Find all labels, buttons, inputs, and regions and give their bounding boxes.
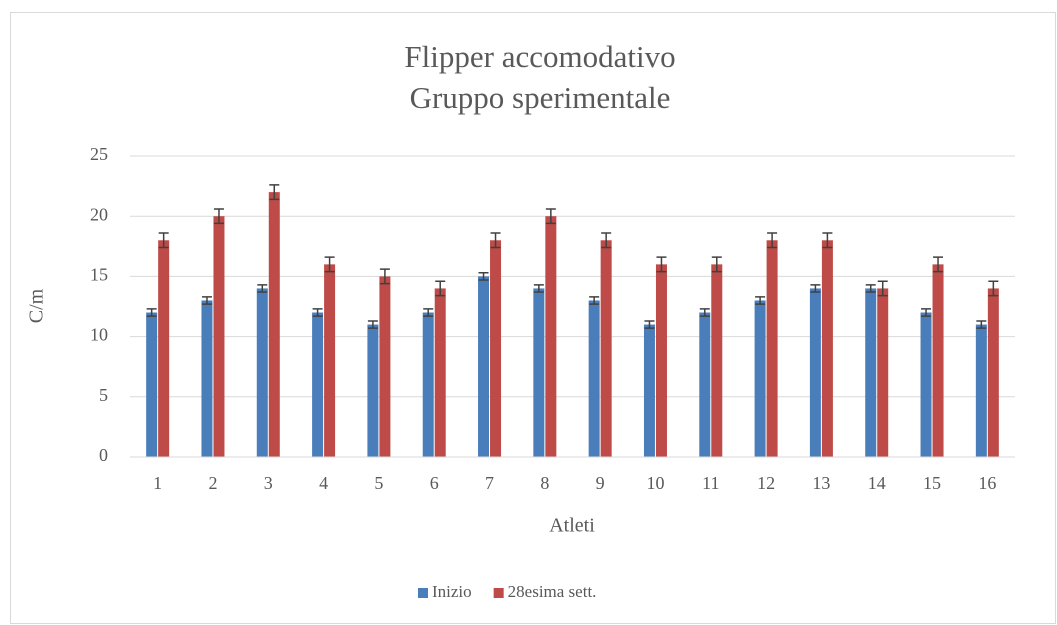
y-tick-label: 5: [99, 385, 108, 405]
error-bar: [699, 308, 710, 317]
y-tick-label: 0: [99, 445, 108, 465]
chart-title: Gruppo sperimentale: [410, 80, 671, 115]
bar: [600, 240, 612, 457]
error-bar: [533, 284, 544, 293]
bar: [434, 288, 446, 457]
bar: [213, 216, 225, 457]
bar: [324, 264, 336, 457]
x-tick-label: 4: [319, 473, 328, 493]
error-bar: [589, 296, 600, 305]
error-bar: [312, 308, 323, 317]
x-tick-label: 14: [868, 473, 886, 493]
bar: [158, 240, 170, 457]
bar: [975, 324, 987, 457]
x-tick-label: 16: [978, 473, 996, 493]
error-bar: [822, 232, 833, 249]
error-bar: [435, 280, 446, 297]
x-tick-label: 12: [757, 473, 775, 493]
bar: [987, 288, 999, 457]
error-bar: [976, 320, 987, 329]
x-tick-label: 2: [208, 473, 217, 493]
bar: [146, 312, 158, 457]
y-tick-label: 10: [90, 325, 108, 345]
error-bar: [921, 308, 932, 317]
error-bar: [933, 256, 944, 273]
x-tick-label: 7: [485, 473, 494, 493]
bar: [379, 276, 391, 457]
error-bar: [711, 256, 722, 273]
error-bar: [644, 320, 655, 329]
y-tick-label: 25: [90, 144, 108, 164]
error-bar: [367, 320, 378, 329]
bar: [766, 240, 778, 457]
error-bar: [324, 256, 335, 273]
error-bar: [490, 232, 501, 249]
bar: [422, 312, 434, 457]
bar: [821, 240, 833, 457]
legend-swatch: [493, 588, 504, 598]
bar: [312, 312, 324, 457]
bar: [478, 276, 490, 457]
legend-swatch: [418, 588, 428, 598]
x-tick-label: 6: [430, 473, 439, 493]
bar: [809, 288, 821, 457]
bar: [588, 300, 600, 457]
error-bar: [656, 256, 667, 273]
bar: [711, 264, 723, 457]
y-axis-title: C/m: [26, 288, 48, 323]
bar: [490, 240, 502, 457]
error-bar: [865, 284, 876, 293]
bar: [545, 216, 557, 457]
bar: [256, 288, 268, 457]
legend-label: 28esima sett.: [508, 582, 597, 601]
error-bar: [478, 272, 489, 281]
bar: [367, 324, 379, 457]
chart-title: Flipper accomodativo: [404, 39, 675, 74]
bar: [643, 324, 655, 457]
bar: [533, 288, 545, 457]
x-tick-label: 3: [264, 473, 273, 493]
x-axis-title: Atleti: [549, 515, 595, 537]
error-bar: [146, 308, 157, 317]
error-bar: [423, 308, 434, 317]
error-bar: [158, 232, 169, 249]
bar: [865, 288, 877, 457]
bar: [754, 300, 766, 457]
error-bar: [213, 208, 224, 225]
x-tick-label: 10: [646, 473, 664, 493]
bar: [201, 300, 213, 457]
bar: [699, 312, 711, 457]
bar: [655, 264, 667, 457]
error-bar: [601, 232, 612, 249]
error-bar: [379, 268, 390, 285]
y-tick-label: 20: [90, 204, 108, 224]
error-bar: [767, 232, 778, 249]
x-tick-label: 5: [374, 473, 383, 493]
bar: [877, 288, 889, 457]
bar: [932, 264, 944, 457]
x-tick-label: 9: [596, 473, 605, 493]
bar: [920, 312, 932, 457]
x-tick-label: 8: [540, 473, 549, 493]
x-tick-label: 1: [153, 473, 162, 493]
bar: [268, 192, 280, 457]
error-bar: [877, 280, 888, 297]
error-bar: [201, 296, 212, 305]
x-tick-label: 13: [812, 473, 830, 493]
error-bar: [545, 208, 556, 225]
error-bar: [257, 284, 268, 293]
x-tick-label: 11: [702, 473, 719, 493]
x-tick-label: 15: [923, 473, 941, 493]
error-bar: [755, 296, 766, 305]
error-bar: [988, 280, 999, 297]
error-bar: [810, 284, 821, 293]
legend-label: Inizio: [432, 582, 472, 601]
y-tick-label: 15: [90, 265, 108, 285]
error-bar: [269, 184, 280, 201]
